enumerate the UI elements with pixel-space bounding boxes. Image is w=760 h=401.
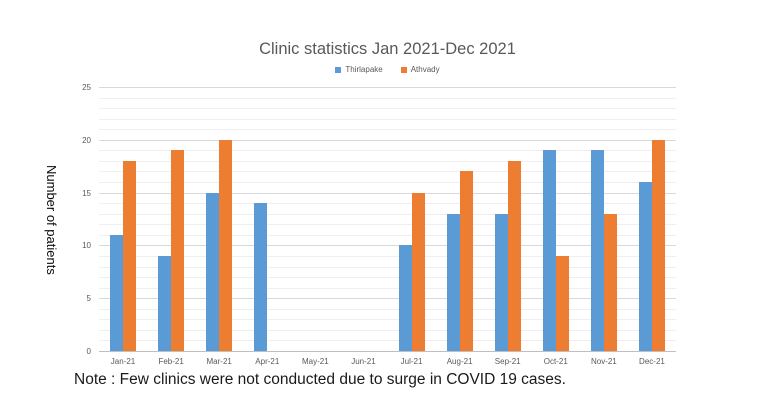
gridline-minor	[99, 277, 676, 279]
bar-thirlapake-mar-21	[206, 192, 220, 351]
x-tick-label: Apr-21	[255, 357, 280, 366]
bar-thirlapake-jul-21	[398, 245, 412, 351]
x-tick-label: Jun-21	[351, 357, 376, 366]
gridline-major	[99, 192, 676, 194]
gridline-minor	[99, 234, 676, 236]
gridline-minor	[99, 129, 676, 131]
gridline-minor	[99, 308, 676, 310]
bar-thirlapake-aug-21	[446, 213, 460, 351]
bar-athvady-nov-21	[603, 213, 617, 351]
bar-athvady-feb-21	[171, 150, 185, 351]
gridline-minor	[99, 160, 676, 162]
y-tick-label: 25	[82, 83, 91, 92]
chart-title: Clinic statistics Jan 2021-Dec 2021	[259, 40, 516, 58]
gridline-major	[99, 139, 676, 141]
y-axis-title: Number of patients	[44, 165, 59, 275]
bar-thirlapake-oct-21	[542, 150, 556, 351]
gridline-minor	[99, 97, 676, 99]
legend-label: Athvady	[410, 65, 440, 74]
legend-swatch-icon	[400, 66, 407, 73]
x-tick-label: May-21	[302, 357, 329, 366]
legend-item-athvady: Athvady	[400, 65, 440, 74]
gridline-minor	[99, 329, 676, 331]
y-tick-label: 20	[82, 135, 91, 145]
chart-legend: Thirlapake Athvady	[99, 65, 676, 74]
bar-athvady-oct-21	[555, 255, 569, 351]
gridline-minor	[99, 255, 676, 257]
gridline-minor	[99, 203, 676, 205]
x-tick-label: Mar-21	[206, 357, 232, 366]
bar-athvady-sep-21	[507, 160, 521, 351]
bar-thirlapake-sep-21	[494, 213, 508, 351]
gridline-minor	[99, 118, 676, 120]
x-tick-label: Jan-21	[110, 357, 136, 366]
bar-athvady-dec-21	[651, 139, 665, 351]
bar-athvady-aug-21	[459, 171, 473, 351]
x-axis-line	[99, 351, 676, 352]
gridline-minor	[99, 266, 676, 268]
x-tick-label: Dec-21	[639, 357, 665, 366]
y-tick-label: 10	[82, 241, 91, 251]
gridline-minor	[99, 171, 676, 173]
plot-area: 0 5 10 15 20 25 Jan-21 Feb-21 Mar-21 Apr-21 May-21…	[82, 84, 676, 366]
x-tick-label: Jul-21	[400, 357, 423, 366]
bar-athvady-mar-21	[219, 139, 233, 351]
note-text: Note : Few clinics were not conducted du…	[74, 371, 566, 388]
legend-swatch-icon	[335, 66, 342, 73]
gridline-minor	[99, 213, 676, 215]
x-tick-label: Sep-21	[494, 357, 521, 366]
gridline-major	[99, 87, 676, 88]
x-tick-label: Oct-21	[543, 357, 568, 366]
bar-thirlapake-nov-21	[590, 150, 604, 351]
legend-item-thirlapake: Thirlapake	[335, 65, 383, 74]
gridline-minor	[99, 224, 676, 226]
gridline-minor	[99, 182, 676, 184]
bar-thirlapake-jan-21	[110, 234, 124, 351]
gridline-minor	[99, 108, 676, 110]
bar-athvady-jan-21	[123, 160, 137, 351]
x-tick-label: Feb-21	[158, 357, 184, 366]
x-tick-label: Nov-21	[590, 357, 617, 366]
gridline-major	[99, 245, 676, 247]
bar-thirlapake-apr-21	[254, 203, 268, 351]
gridline-major	[99, 298, 676, 300]
gridline-minor	[99, 340, 676, 342]
bar-thirlapake-feb-21	[158, 255, 172, 351]
y-tick-label: 15	[82, 188, 91, 198]
y-tick-label: 0	[86, 347, 91, 356]
gridline-minor	[99, 319, 676, 321]
gridline-minor	[99, 287, 676, 289]
x-tick-label: Aug-21	[446, 357, 473, 366]
y-tick-label: 5	[86, 294, 91, 304]
legend-label: Thirlapake	[345, 65, 383, 74]
bar-thirlapake-dec-21	[638, 182, 652, 351]
gridline-minor	[99, 150, 676, 152]
bar-athvady-jul-21	[411, 192, 425, 351]
